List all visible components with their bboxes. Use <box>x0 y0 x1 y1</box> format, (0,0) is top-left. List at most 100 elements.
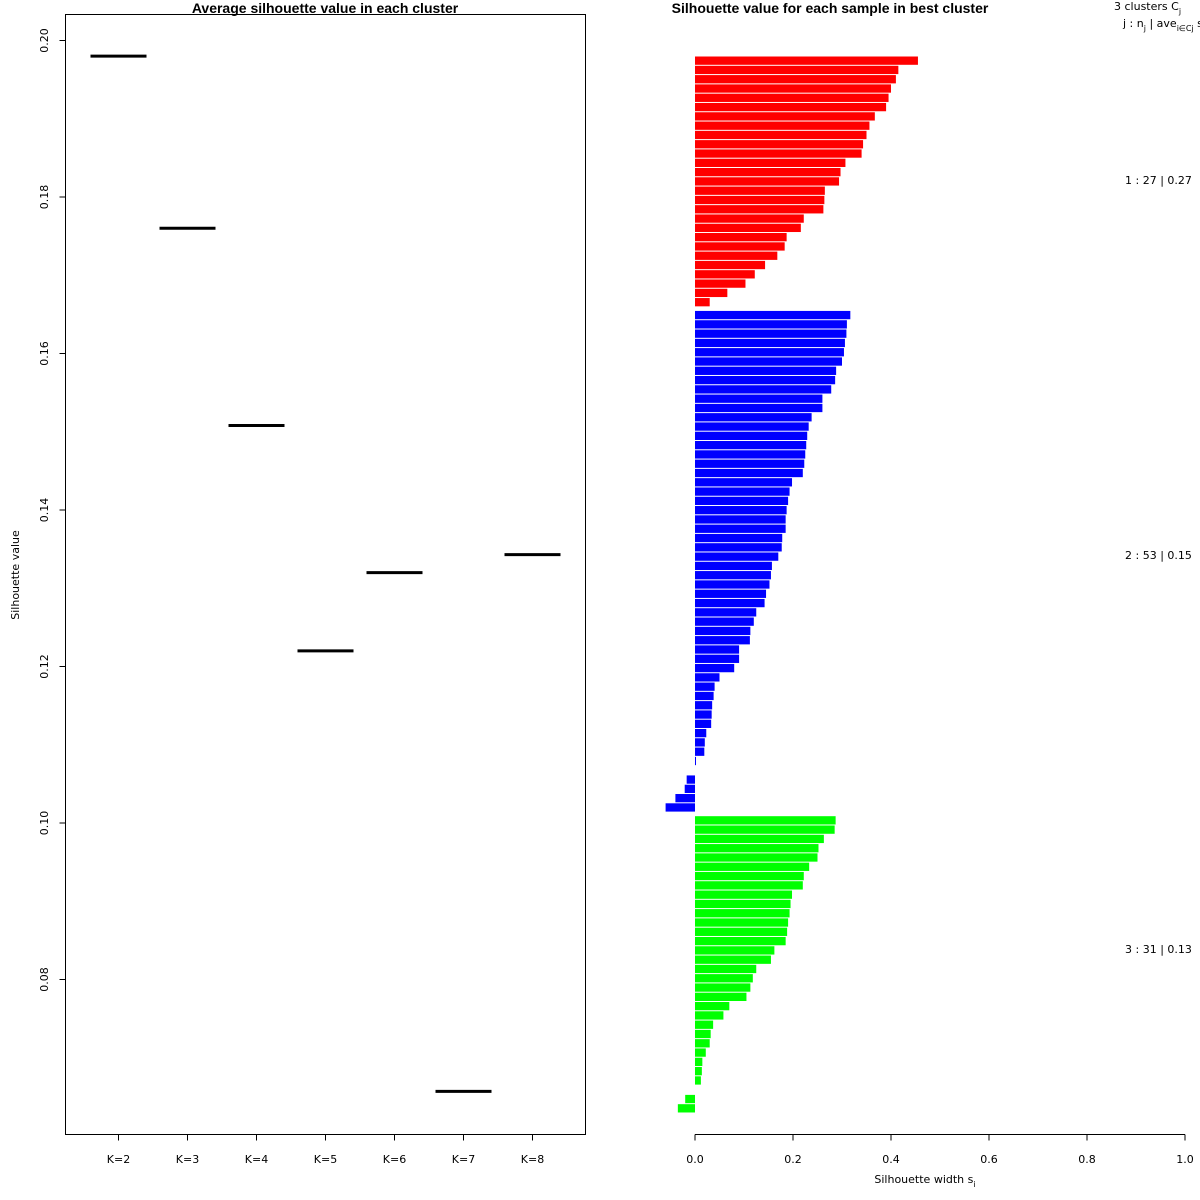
silhouette-bar <box>695 167 841 177</box>
silhouette-bar <box>695 1029 711 1039</box>
y-tick-label: 0.12 <box>38 654 51 679</box>
silhouette-bar <box>695 756 696 766</box>
right-chart-title: Silhouette value for each sample in best… <box>672 0 989 16</box>
left-plot-frame <box>65 14 586 1135</box>
silhouette-bar <box>695 871 804 881</box>
silhouette-bar <box>695 56 918 65</box>
x-tick-label: 0.0 <box>686 1153 704 1166</box>
right-chart: Silhouette value for each sample in best… <box>665 0 1200 1189</box>
x-tick-label: K=7 <box>452 1153 475 1166</box>
silhouette-bar <box>695 654 740 663</box>
silhouette-bar <box>695 626 751 636</box>
silhouette-bar <box>695 233 787 242</box>
silhouette-bar <box>695 1057 703 1067</box>
left-marks <box>90 54 561 1093</box>
silhouette-bar <box>695 552 779 561</box>
silhouette-bar <box>695 598 765 608</box>
left-y-axis: 0.08 0.10 0.12 0.14 0.16 0.18 0.20 <box>38 28 66 992</box>
y-tick-label: 0.20 <box>38 28 51 53</box>
right-x-axis: 0.0 0.2 0.4 0.6 0.8 1.0 <box>686 1134 1194 1166</box>
silhouette-bar <box>695 1039 710 1048</box>
silhouette-bar <box>685 1094 695 1104</box>
silhouette-bar <box>695 719 712 728</box>
silhouette-bar <box>684 784 695 794</box>
y-tick-label: 0.08 <box>38 967 51 992</box>
silhouette-bar <box>695 983 751 992</box>
silhouette-bar <box>695 440 807 450</box>
silhouette-bar <box>695 338 845 348</box>
silhouette-bar <box>695 1001 730 1011</box>
silhouette-bar <box>695 205 824 214</box>
cluster-1-summary: 1 : 27 | 0.27 <box>1125 174 1192 187</box>
x-tick-label: K=8 <box>521 1153 544 1166</box>
silhouette-bar <box>695 102 887 112</box>
silhouette-bar <box>695 946 775 955</box>
silhouette-bar <box>695 450 806 459</box>
x-tick-label: K=6 <box>383 1153 406 1166</box>
silhouette-bar <box>695 645 740 654</box>
silhouette-bar <box>695 881 803 890</box>
x-tick-label: 0.2 <box>784 1153 802 1166</box>
silhouette-bar <box>695 964 757 974</box>
silhouette-bar <box>695 366 837 375</box>
silhouette-bar <box>695 844 819 853</box>
silhouette-bar <box>695 1048 706 1057</box>
silhouette-bar <box>695 1020 714 1029</box>
silhouette-bar <box>695 853 818 862</box>
left-x-axis: K=2 K=3 K=4 K=5 K=6 K=7 K=8 <box>107 1134 544 1166</box>
y-tick-label: 0.10 <box>38 811 51 836</box>
silhouette-bar <box>695 375 836 385</box>
silhouette-bar <box>675 794 695 803</box>
silhouette-bar <box>695 691 714 701</box>
x-tick-label: K=4 <box>245 1153 268 1166</box>
x-tick-label: 0.6 <box>980 1153 998 1166</box>
silhouette-bar <box>695 1011 724 1020</box>
silhouette-bar <box>695 75 896 84</box>
cluster-header-line1: 3 clusters Cj <box>1114 0 1181 16</box>
silhouette-bar <box>695 543 782 552</box>
silhouette-bar <box>695 121 870 130</box>
silhouette-bar <box>695 825 835 834</box>
silhouette-bar <box>695 1076 701 1085</box>
silhouette-bar <box>695 682 715 691</box>
silhouette-bar <box>695 816 836 825</box>
cluster-header-line2: j : nj | avei∈Cj si <box>1122 17 1200 33</box>
silhouette-bar <box>695 431 808 440</box>
silhouette-bar <box>695 459 805 468</box>
silhouette-bar <box>695 468 803 478</box>
silhouette-bar <box>695 270 755 279</box>
silhouette-bar <box>695 413 812 422</box>
silhouette-bar <box>695 158 846 167</box>
silhouette-bar <box>695 608 757 617</box>
silhouette-bar <box>695 1067 702 1076</box>
silhouette-bar <box>695 890 793 899</box>
silhouette-bar <box>695 738 705 747</box>
silhouette-bar <box>695 348 844 357</box>
x-tick-label: K=5 <box>314 1153 337 1166</box>
silhouette-bar <box>695 260 766 270</box>
silhouette-bar <box>695 496 789 506</box>
silhouette-bar <box>695 385 832 394</box>
silhouette-bar <box>695 834 824 844</box>
silhouette-bar <box>695 918 789 927</box>
silhouette-bar <box>695 403 823 413</box>
silhouette-bar <box>695 955 771 964</box>
silhouette-bar <box>695 288 728 298</box>
silhouette-bar <box>695 298 710 307</box>
silhouette-bar <box>695 65 899 75</box>
silhouette-bar <box>695 422 809 431</box>
silhouette-bar <box>695 140 864 149</box>
silhouette-bar <box>695 149 862 158</box>
silhouette-bar <box>695 130 867 140</box>
silhouette-bar <box>695 636 750 645</box>
silhouette-bar <box>695 710 712 719</box>
silhouette-bar <box>695 310 851 320</box>
silhouette-bar <box>695 728 707 738</box>
x-tick-label: 0.8 <box>1078 1153 1096 1166</box>
silhouette-bar <box>665 803 695 812</box>
silhouette-bar <box>695 506 787 515</box>
silhouette-bar <box>695 242 785 251</box>
x-tick-label: 1.0 <box>1176 1153 1194 1166</box>
right-bars <box>665 56 918 1113</box>
